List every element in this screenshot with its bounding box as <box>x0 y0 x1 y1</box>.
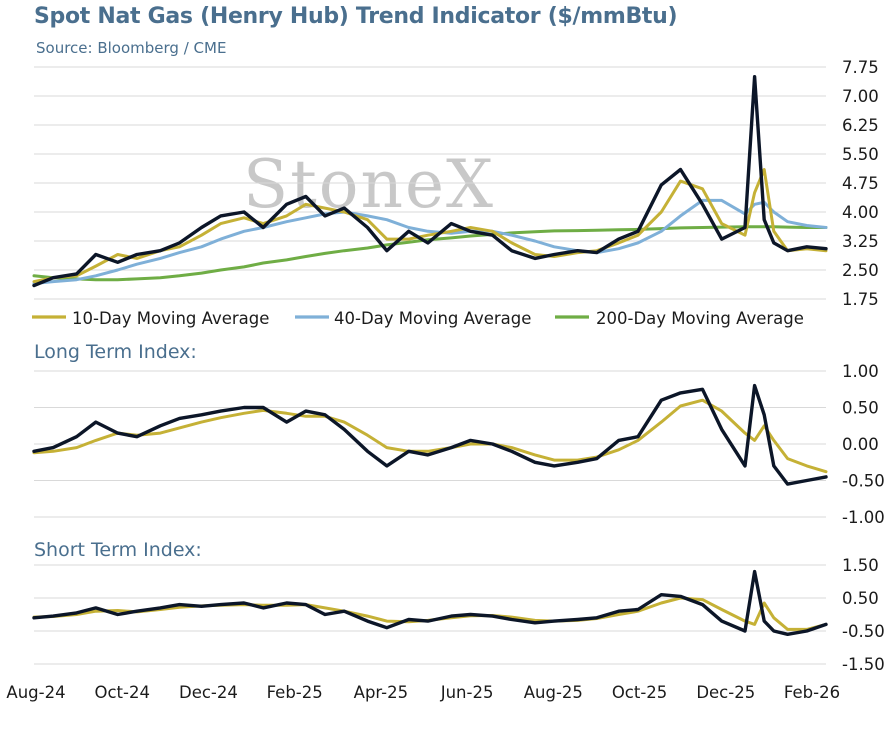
legend-label: 200-Day Moving Average <box>596 309 804 328</box>
x-tick-label: Apr-25 <box>354 683 408 702</box>
x-tick-label: Dec-25 <box>696 683 755 702</box>
legend: 10-Day Moving Average 40-Day Moving Avera… <box>32 309 804 328</box>
series-line-short-term-index <box>32 569 828 636</box>
x-tick-label: Jun-25 <box>440 683 494 702</box>
series-line-short-term-index-average <box>32 596 828 631</box>
series-layer <box>32 74 828 636</box>
y-tick-label: 6.25 <box>842 116 879 135</box>
x-tick-label: Dec-24 <box>179 683 238 702</box>
y-tick-label: 0.50 <box>842 399 879 418</box>
tick-layer: 7.75 7.00 6.25 5.50 4.75 4.00 3.25 2.50 1.75 1.00… <box>6 58 884 702</box>
legend-label: 10-Day Moving Average <box>72 309 269 328</box>
y-tick-label: 0.00 <box>842 435 879 454</box>
x-tick-label: Feb-25 <box>267 683 323 702</box>
legend-label: 40-Day Moving Average <box>334 309 531 328</box>
series-line-long-term-index-average <box>32 398 828 474</box>
y-tick-label: 3.25 <box>842 232 879 251</box>
y-tick-label: 0.50 <box>842 589 879 608</box>
y-tick-label: 4.00 <box>842 203 879 222</box>
chart-source: Source: Bloomberg / CME <box>36 39 227 57</box>
x-tick-label: Aug-24 <box>6 683 65 702</box>
y-tick-label: 1.75 <box>842 290 879 309</box>
short-term-title: Short Term Index: <box>34 539 202 561</box>
y-tick-label: 1.00 <box>842 362 879 381</box>
y-tick-label: -0.50 <box>842 472 885 491</box>
y-tick-label: 5.50 <box>842 145 879 164</box>
series-line-long-term-index <box>32 383 828 486</box>
series-line-40-day-moving-average <box>32 198 828 285</box>
x-tick-label: Feb-26 <box>784 683 840 702</box>
y-tick-label: 7.75 <box>842 58 879 77</box>
x-tick-label: Aug-25 <box>524 683 583 702</box>
y-tick-label: 4.75 <box>842 174 879 193</box>
watermark: StoneX <box>243 146 495 223</box>
x-tick-label: Oct-24 <box>94 683 149 702</box>
x-tick-label: Oct-25 <box>612 683 667 702</box>
series-line-spot <box>32 74 828 288</box>
y-tick-label: -1.00 <box>842 508 885 527</box>
y-tick-label: 7.00 <box>842 87 879 106</box>
chart-title: Spot Nat Gas (Henry Hub) Trend Indicator… <box>34 4 678 29</box>
long-term-title: Long Term Index: <box>34 341 197 363</box>
y-tick-label: -1.50 <box>842 655 885 674</box>
y-tick-label: -0.50 <box>842 622 885 641</box>
y-tick-label: 2.50 <box>842 261 879 280</box>
series-line-10-day-moving-average <box>32 168 828 284</box>
y-tick-label: 1.50 <box>842 556 879 575</box>
